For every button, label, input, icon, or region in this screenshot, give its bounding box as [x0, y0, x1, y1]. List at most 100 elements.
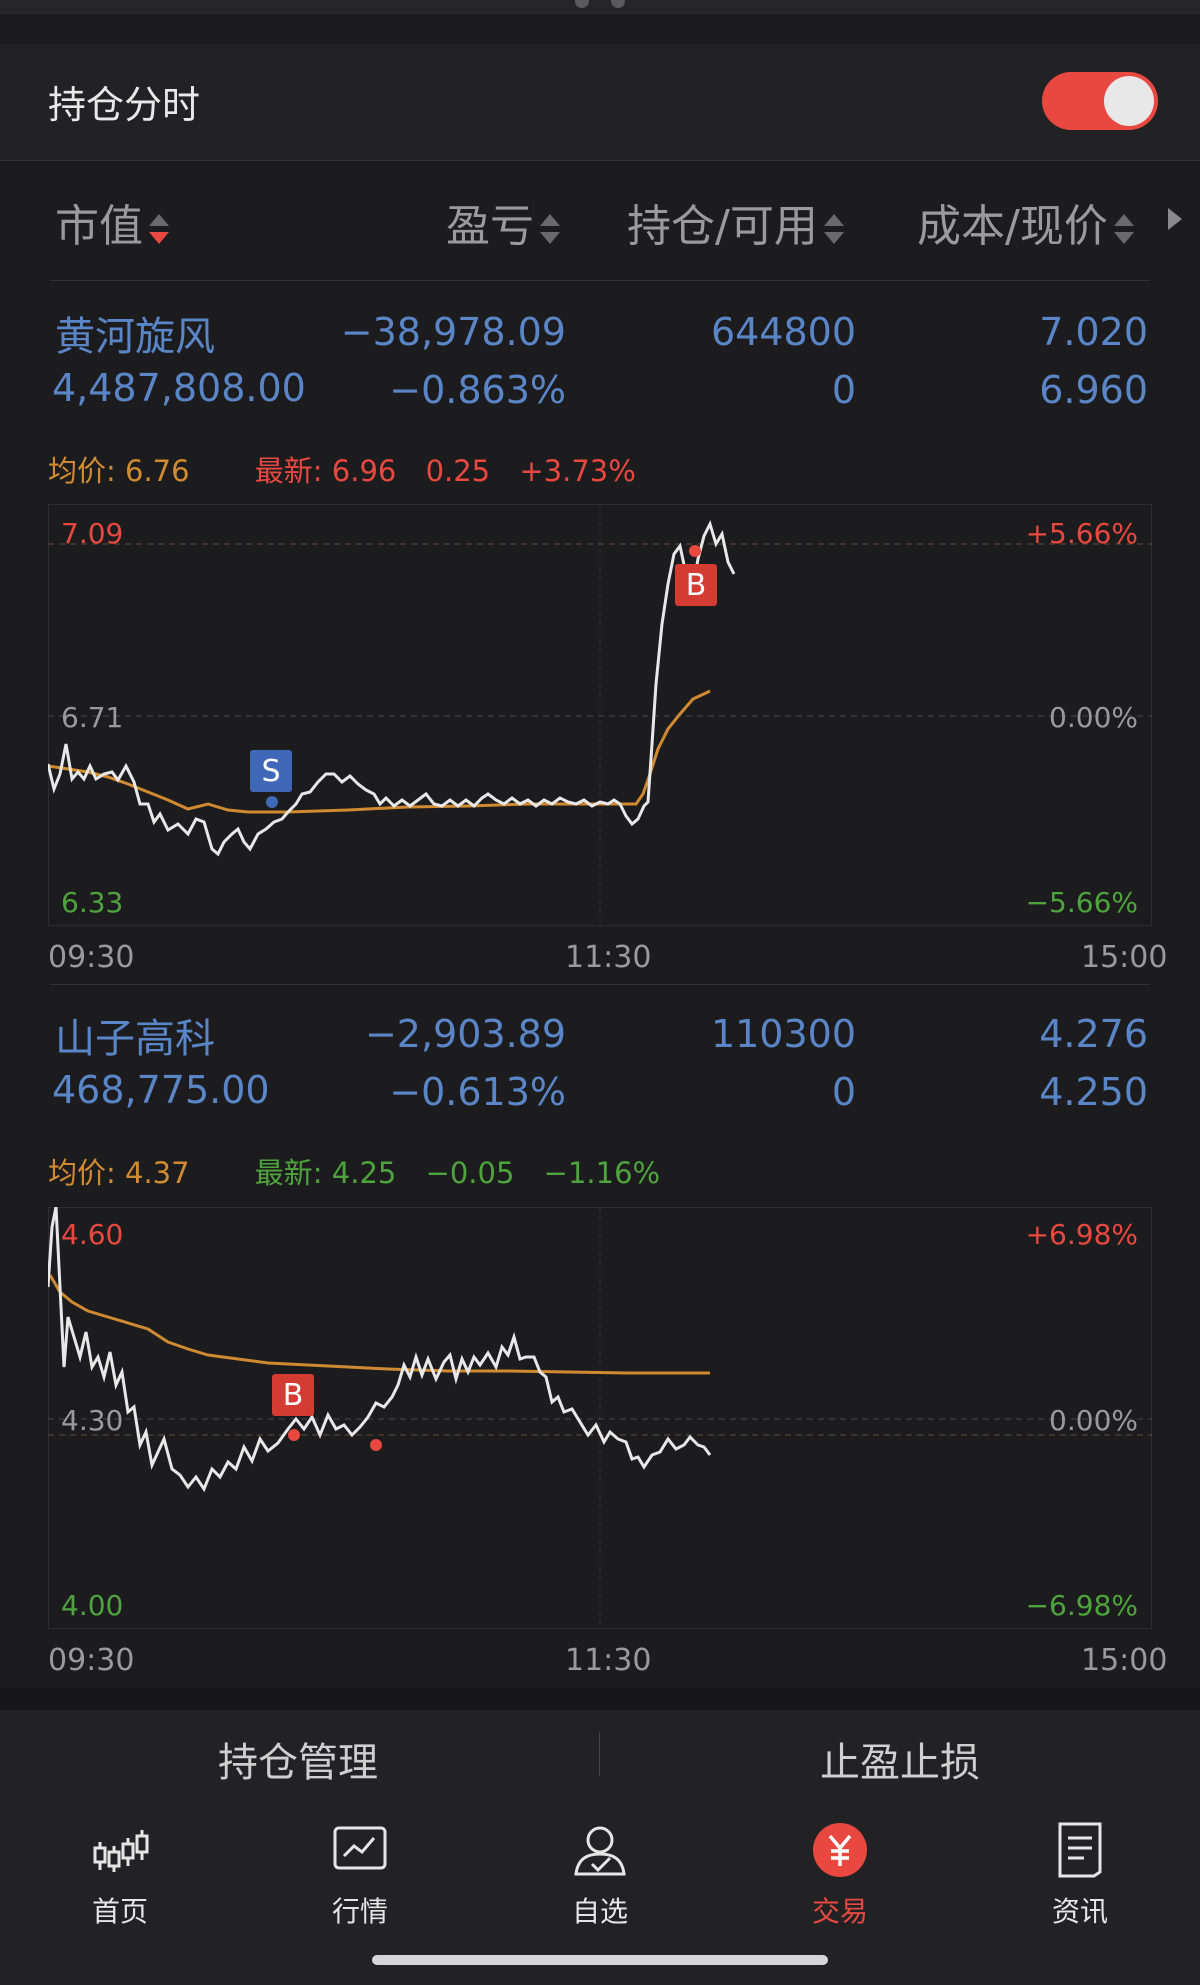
document-icon	[1058, 1822, 1102, 1878]
market-value: 4,487,808.00	[52, 366, 306, 410]
col-market-value[interactable]: 市值	[55, 190, 169, 252]
sell-marker[interactable]: S	[250, 750, 292, 808]
tab-bar: 首页 行情 自选 交易 资讯	[0, 1798, 1200, 1985]
tab-market[interactable]: 行情	[300, 1820, 420, 1930]
divider	[50, 280, 1150, 281]
pnl-value: −38,978.09	[340, 310, 566, 354]
price-stats: 均价: 6.76 最新: 6.96 0.25 +3.73%	[48, 448, 636, 490]
pnl-percent: −0.863%	[389, 368, 566, 412]
divider	[50, 984, 1150, 985]
buy-marker-box	[675, 564, 717, 606]
section-gap	[0, 1688, 1200, 1710]
cost-price: 4.276	[1039, 1012, 1148, 1056]
tab-trade[interactable]: 交易	[780, 1820, 900, 1930]
sell-marker-box	[250, 750, 292, 792]
sell-marker-label: S	[261, 754, 280, 789]
axis-low: 4.00	[61, 1589, 123, 1622]
tab-label: 行情	[331, 1895, 388, 1928]
header: 持仓分时	[0, 44, 1200, 161]
intraday-chart[interactable]: 7.09 6.71 6.33 +5.66% 0.00% −5.66% S B	[48, 504, 1152, 926]
home-indicator[interactable]	[372, 1955, 828, 1965]
time-end: 15:00	[1081, 1643, 1168, 1678]
current-price: 6.960	[1039, 368, 1148, 412]
page-title: 持仓分时	[48, 83, 201, 127]
price-change-pct: +3.73%	[519, 454, 636, 488]
sell-point	[266, 796, 278, 808]
pnl-value: −2,903.89	[364, 1012, 566, 1056]
latest-price: 最新: 4.25	[254, 1156, 397, 1190]
position-qty: 644800	[710, 310, 856, 354]
col-label: 市值	[55, 201, 143, 252]
col-cost-price[interactable]: 成本/现价	[917, 190, 1134, 252]
time-mid: 11:30	[565, 1643, 652, 1678]
buy-point	[288, 1429, 300, 1441]
axis-high-pct: +6.98%	[1026, 1218, 1138, 1251]
status-dot	[575, 0, 589, 8]
time-share-toggle[interactable]	[1042, 72, 1158, 130]
buy-marker-box	[272, 1374, 314, 1416]
col-position[interactable]: 持仓/可用	[627, 190, 844, 252]
price-change-pct: −1.16%	[543, 1156, 661, 1190]
status-dot	[611, 0, 625, 8]
buy-marker[interactable]: B	[272, 1374, 382, 1451]
avg-price-line	[48, 689, 711, 814]
latest-price: 最新: 6.96	[254, 454, 397, 488]
tab-label: 首页	[91, 1895, 148, 1928]
chart-trend-icon	[333, 1826, 387, 1870]
position-management-button[interactable]: 持仓管理	[218, 1740, 378, 1786]
bottom-actions: 持仓管理 止盈止损	[0, 1710, 1200, 1798]
price-line	[48, 1207, 712, 1493]
current-price: 4.250	[1039, 1070, 1148, 1114]
tab-watchlist[interactable]: 自选	[540, 1820, 660, 1930]
axis-low-pct: −5.66%	[1026, 886, 1138, 919]
axis-mid-pct: 0.00%	[1049, 701, 1138, 734]
available-qty: 0	[831, 368, 856, 412]
yen-icon	[813, 1823, 867, 1877]
tab-label: 资讯	[1051, 1895, 1108, 1928]
stock-name: 黄河旋风	[55, 314, 215, 360]
cost-price: 7.020	[1039, 310, 1148, 354]
col-label: 盈亏	[446, 201, 534, 252]
user-check-icon	[574, 1826, 626, 1876]
toggle-knob	[1104, 76, 1154, 126]
tab-home[interactable]: 首页	[60, 1820, 180, 1930]
pnl-percent: −0.613%	[389, 1070, 566, 1114]
sort-icon	[823, 212, 844, 246]
col-pnl[interactable]: 盈亏	[446, 190, 560, 252]
axis-high-pct: +5.66%	[1026, 517, 1138, 550]
sort-icon	[1113, 212, 1134, 246]
sort-icon	[540, 212, 560, 246]
buy-marker[interactable]: B	[675, 545, 717, 606]
time-start: 09:30	[48, 1643, 135, 1678]
axis-mid: 4.30	[61, 1404, 123, 1437]
axis-low-pct: −6.98%	[1026, 1589, 1138, 1622]
axis-low: 6.33	[61, 886, 123, 919]
stop-profit-loss-button[interactable]: 止盈止损	[820, 1740, 980, 1786]
time-end: 15:00	[1081, 940, 1168, 975]
position-qty: 110300	[710, 1012, 856, 1056]
candlestick-icon	[93, 1830, 149, 1872]
buy-marker-label: B	[686, 568, 707, 603]
time-mid: 11:30	[565, 940, 652, 975]
avg-price-line	[48, 1274, 710, 1375]
time-start: 09:30	[48, 940, 135, 975]
tab-label: 交易	[811, 1895, 868, 1928]
price-line	[48, 519, 736, 857]
axis-mid: 6.71	[61, 701, 123, 734]
action-divider	[599, 1732, 600, 1776]
avg-price: 均价: 4.37	[48, 1156, 190, 1190]
col-label: 持仓/可用	[627, 201, 818, 252]
axis-high: 7.09	[61, 517, 123, 550]
avg-price: 均价: 6.76	[48, 454, 190, 488]
more-columns-icon[interactable]	[1168, 208, 1182, 230]
axis-high: 4.60	[61, 1218, 123, 1251]
buy-marker-label: B	[283, 1378, 304, 1413]
intraday-chart[interactable]: 4.60 4.30 4.00 +6.98% 0.00% −6.98% B	[48, 1207, 1152, 1629]
tab-news[interactable]: 资讯	[1020, 1820, 1140, 1930]
buy-point	[689, 545, 701, 557]
price-change: −0.05	[425, 1156, 515, 1190]
col-label: 成本/现价	[917, 201, 1108, 252]
available-qty: 0	[831, 1070, 856, 1114]
buy-point	[370, 1439, 382, 1451]
price-stats: 均价: 4.37 最新: 4.25 −0.05 −1.16%	[48, 1150, 660, 1192]
